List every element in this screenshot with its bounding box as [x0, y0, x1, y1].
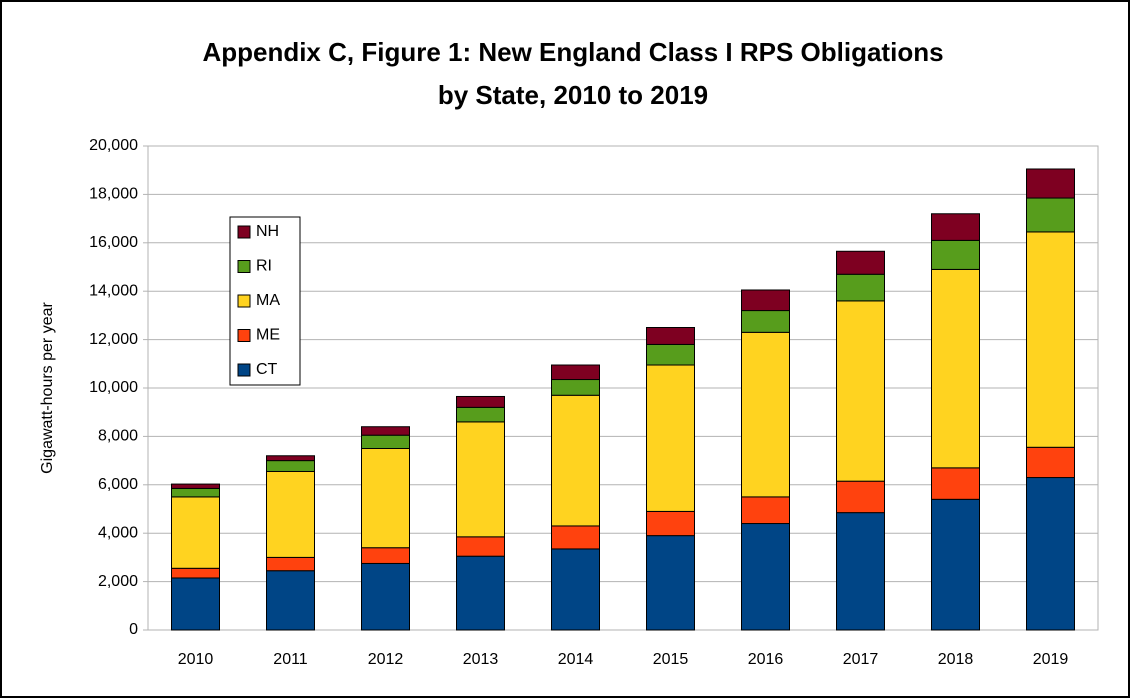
y-tick-label: 18,000 [89, 186, 138, 203]
bar-segment [456, 536, 505, 557]
bar-segment [836, 273, 885, 302]
chart-title: by State, 2010 to 2019 [438, 80, 708, 110]
bar-segment [171, 567, 220, 579]
legend-label: CT [256, 361, 278, 378]
bar-segment [741, 331, 790, 498]
bar-segment [361, 448, 410, 549]
bar-segment [1026, 231, 1075, 448]
bar-segment [741, 289, 790, 312]
bar-segment [266, 460, 315, 472]
bar-segment [931, 498, 980, 631]
legend-label: RI [256, 258, 272, 275]
bar-segment [171, 496, 220, 569]
bar-segment [361, 434, 410, 450]
x-tick-label: 2012 [368, 651, 404, 668]
bar-segment [836, 512, 885, 631]
bar-segment [171, 577, 220, 631]
bar-segment [741, 523, 790, 631]
chart-title: Appendix C, Figure 1: New England Class … [202, 37, 943, 67]
bar-segment [551, 525, 600, 550]
x-tick-label: 2019 [1033, 651, 1069, 668]
x-tick-label: 2014 [558, 651, 594, 668]
x-tick-label: 2017 [843, 651, 879, 668]
bar-segment [931, 467, 980, 500]
bar-segment [551, 379, 600, 396]
legend-swatch [237, 260, 251, 273]
bar-segment [646, 510, 695, 537]
bar-segment [741, 310, 790, 333]
legend-swatch [237, 363, 251, 377]
bar-segment [361, 562, 410, 631]
y-tick-label: 8,000 [98, 428, 138, 445]
bar-segment [266, 455, 315, 462]
bar-segment [1026, 477, 1075, 631]
bar-segment [456, 406, 505, 423]
bar-segment [361, 547, 410, 564]
x-tick-label: 2013 [463, 651, 499, 668]
bar-segment [171, 483, 220, 489]
legend-label: ME [256, 327, 280, 344]
bar-segment [551, 394, 600, 527]
bar-segment [171, 487, 220, 498]
legend-swatch [237, 294, 251, 308]
x-tick-label: 2016 [748, 651, 784, 668]
y-tick-label: 2,000 [98, 573, 138, 590]
bar-segment [836, 300, 885, 482]
y-tick-label: 0 [129, 621, 138, 638]
bar-segment [646, 327, 695, 345]
bar-segment [456, 555, 505, 631]
bar-segment [1026, 168, 1075, 199]
y-tick-label: 10,000 [89, 379, 138, 396]
bar-segment [266, 570, 315, 631]
x-tick-label: 2010 [178, 651, 214, 668]
legend-swatch [237, 225, 251, 239]
legend-label: MA [256, 292, 280, 309]
bar-segment [931, 239, 980, 270]
bar-segment [646, 535, 695, 631]
bar-segment [266, 470, 315, 558]
x-tick-label: 2018 [938, 651, 974, 668]
x-tick-label: 2011 [273, 651, 308, 668]
legend-label: NH [256, 223, 279, 240]
y-tick-label: 14,000 [89, 282, 138, 299]
x-tick-label: 2015 [653, 651, 689, 668]
y-tick-label: 20,000 [89, 137, 138, 154]
bar-segment [456, 395, 505, 408]
y-tick-label: 12,000 [89, 331, 138, 348]
y-axis-label: Gigawatt-hours per year [39, 302, 56, 474]
bar-segment [1026, 197, 1075, 233]
bar-segment [931, 268, 980, 469]
bar-segment [361, 426, 410, 436]
bar-segment [931, 213, 980, 241]
bar-segment [646, 364, 695, 512]
y-tick-label: 16,000 [89, 234, 138, 251]
bar-segment [551, 364, 600, 381]
bar-segment [836, 250, 885, 275]
bar-segment [456, 421, 505, 538]
bar-segment [741, 496, 790, 525]
bar-segment [266, 556, 315, 572]
y-tick-label: 6,000 [98, 476, 138, 493]
bar-segment [646, 343, 695, 366]
bar-segment [1026, 446, 1075, 479]
bar-segment [836, 480, 885, 514]
legend-swatch [237, 329, 251, 342]
y-tick-label: 4,000 [98, 524, 138, 541]
bar-segment [551, 548, 600, 631]
